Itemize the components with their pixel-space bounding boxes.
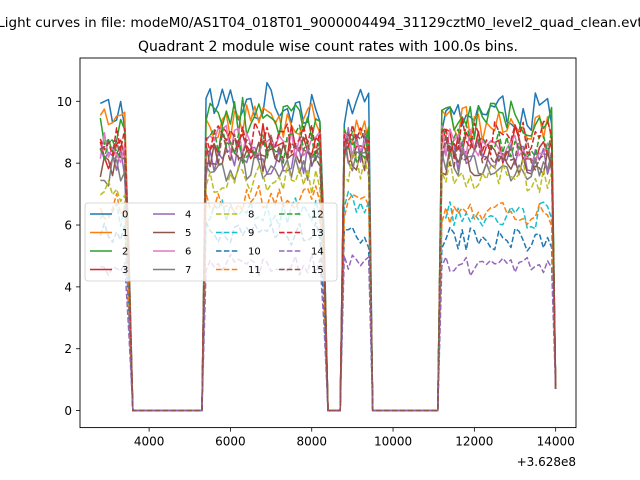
x-tick-label: 14000 — [537, 435, 575, 449]
legend-box — [84, 202, 338, 282]
x-tick-label: 12000 — [455, 435, 493, 449]
x-tick-label: 10000 — [374, 435, 412, 449]
legend-label-4: 4 — [185, 210, 191, 221]
y-tick-label: 0 — [64, 404, 72, 418]
legend-label-12: 12 — [311, 210, 324, 221]
legend-label-15: 15 — [311, 265, 324, 276]
legend-label-9: 9 — [248, 228, 254, 239]
legend-label-0: 0 — [122, 210, 128, 221]
legend-label-13: 13 — [311, 228, 324, 239]
legend-label-7: 7 — [185, 265, 191, 276]
x-tick-label: 4000 — [134, 435, 165, 449]
plot-lines — [99, 81, 557, 412]
figure-suptitle: Light curves in file: modeM0/AS1T04_018T… — [0, 15, 640, 31]
legend-label-5: 5 — [185, 228, 191, 239]
x-axis: 4000 6000 8000 10000 12000 14000 — [134, 427, 575, 449]
legend-label-6: 6 — [185, 247, 191, 258]
x-offset-label: +3.628e8 — [517, 455, 576, 469]
x-tick-label: 8000 — [296, 435, 327, 449]
legend-label-11: 11 — [248, 265, 261, 276]
chart-title: Quadrant 2 module wise count rates with … — [138, 39, 518, 55]
y-tick-label: 10 — [57, 95, 72, 109]
legend-label-2: 2 — [122, 247, 128, 258]
legend-label-3: 3 — [122, 265, 128, 276]
x-tick-label: 6000 — [215, 435, 246, 449]
y-tick-label: 2 — [64, 342, 72, 356]
legend-label-8: 8 — [248, 210, 254, 221]
legend-label-14: 14 — [311, 247, 324, 258]
series-line-15 — [100, 129, 557, 412]
legend-label-1: 1 — [122, 228, 128, 239]
axes-frame — [79, 57, 577, 429]
y-tick-label: 8 — [64, 157, 72, 171]
legend-label-10: 10 — [248, 247, 261, 258]
y-tick-label: 4 — [64, 280, 72, 294]
y-axis: 0 2 4 6 8 10 — [57, 95, 80, 418]
y-tick-label: 6 — [64, 219, 72, 233]
